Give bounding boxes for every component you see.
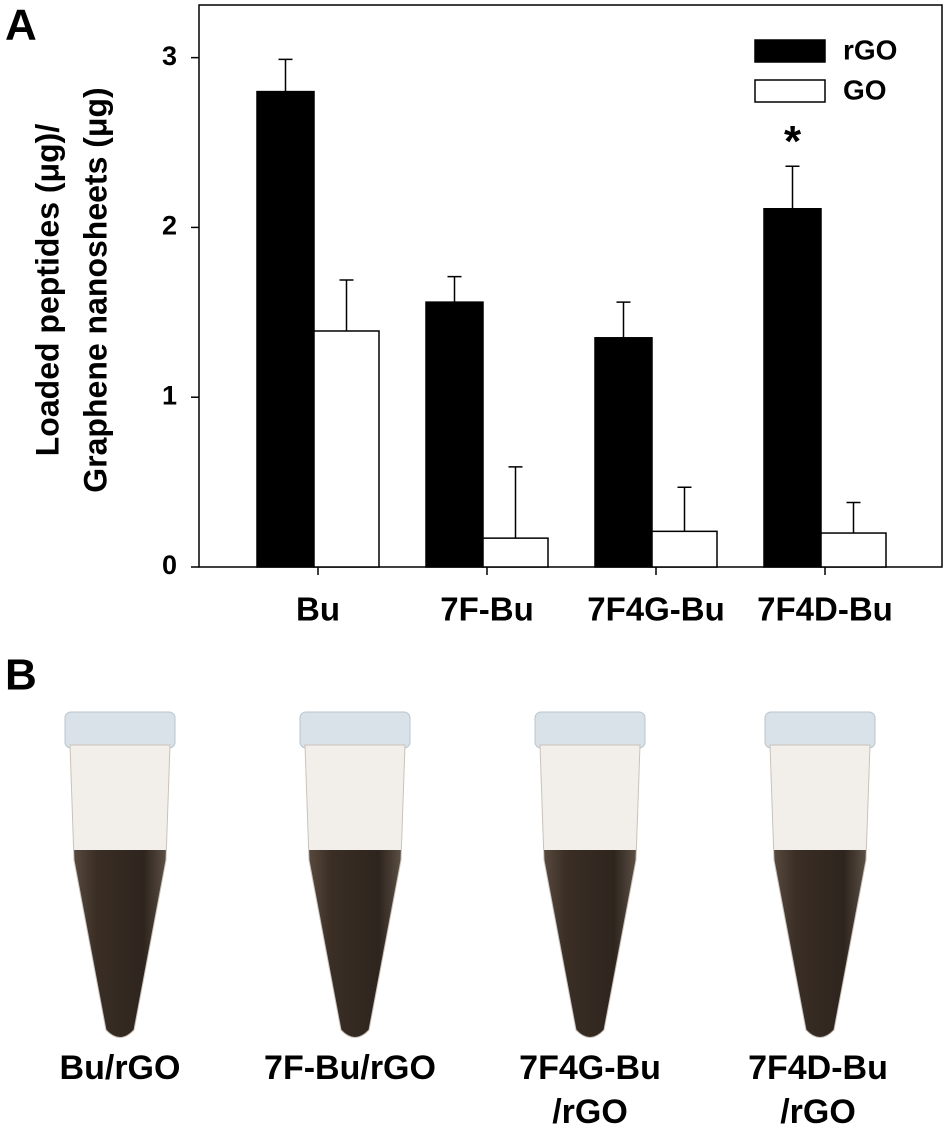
error-bar — [339, 279, 354, 331]
panel-label: A — [5, 1, 37, 50]
tube-photo — [760, 712, 880, 1050]
bar — [820, 532, 887, 568]
photo-caption: 7F4G-Bu — [519, 1049, 661, 1087]
bar — [256, 90, 315, 568]
error-bar — [508, 466, 523, 539]
bar — [651, 530, 718, 568]
bar — [313, 330, 380, 568]
photo-caption: 7F-Bu/rGO — [264, 1049, 436, 1087]
tube-photo — [60, 712, 180, 1050]
error-bar — [785, 165, 800, 209]
legend-label: rGO — [843, 34, 897, 65]
x-tick-label: 7F-Bu — [440, 591, 534, 628]
bar — [425, 301, 484, 568]
bar — [594, 337, 653, 568]
error-bar — [278, 58, 293, 92]
tube-photo — [530, 712, 650, 1050]
chart-a: 0 1 2 3 Loaded peptides (μg)/ Graphene nanosh… — [29, 4, 943, 628]
tube-photo — [295, 712, 415, 1050]
y-axis-label: Loaded peptides (μg)/ — [29, 124, 65, 457]
error-bar — [677, 486, 692, 532]
error-bar — [616, 301, 631, 338]
bar — [482, 537, 549, 568]
annotation: * — [784, 117, 802, 166]
photo-caption: 7F4D-Bu — [748, 1049, 888, 1087]
y-tick-label: 0 — [162, 550, 177, 580]
y-tick-label: 1 — [162, 380, 177, 410]
y-tick-label: 3 — [162, 41, 177, 71]
photo-caption: /rGO — [552, 1093, 628, 1131]
legend-swatch — [754, 39, 826, 63]
x-tick-label: 7F4D-Bu — [757, 591, 893, 628]
photo-caption: Bu/rGO — [60, 1049, 181, 1087]
y-tick-label: 2 — [162, 211, 177, 241]
x-tick-label: Bu — [296, 591, 340, 628]
legend-swatch — [754, 79, 826, 103]
legend-label: GO — [843, 74, 887, 105]
photo-caption: /rGO — [780, 1093, 856, 1131]
y-axis-label: Graphene nanosheets (μg) — [77, 87, 113, 492]
panel-label: B — [5, 651, 37, 700]
bar — [763, 207, 822, 568]
error-bar — [447, 275, 462, 303]
x-tick-label: 7F4G-Bu — [587, 591, 725, 628]
error-bar — [846, 501, 861, 534]
plot-frame — [198, 4, 943, 568]
